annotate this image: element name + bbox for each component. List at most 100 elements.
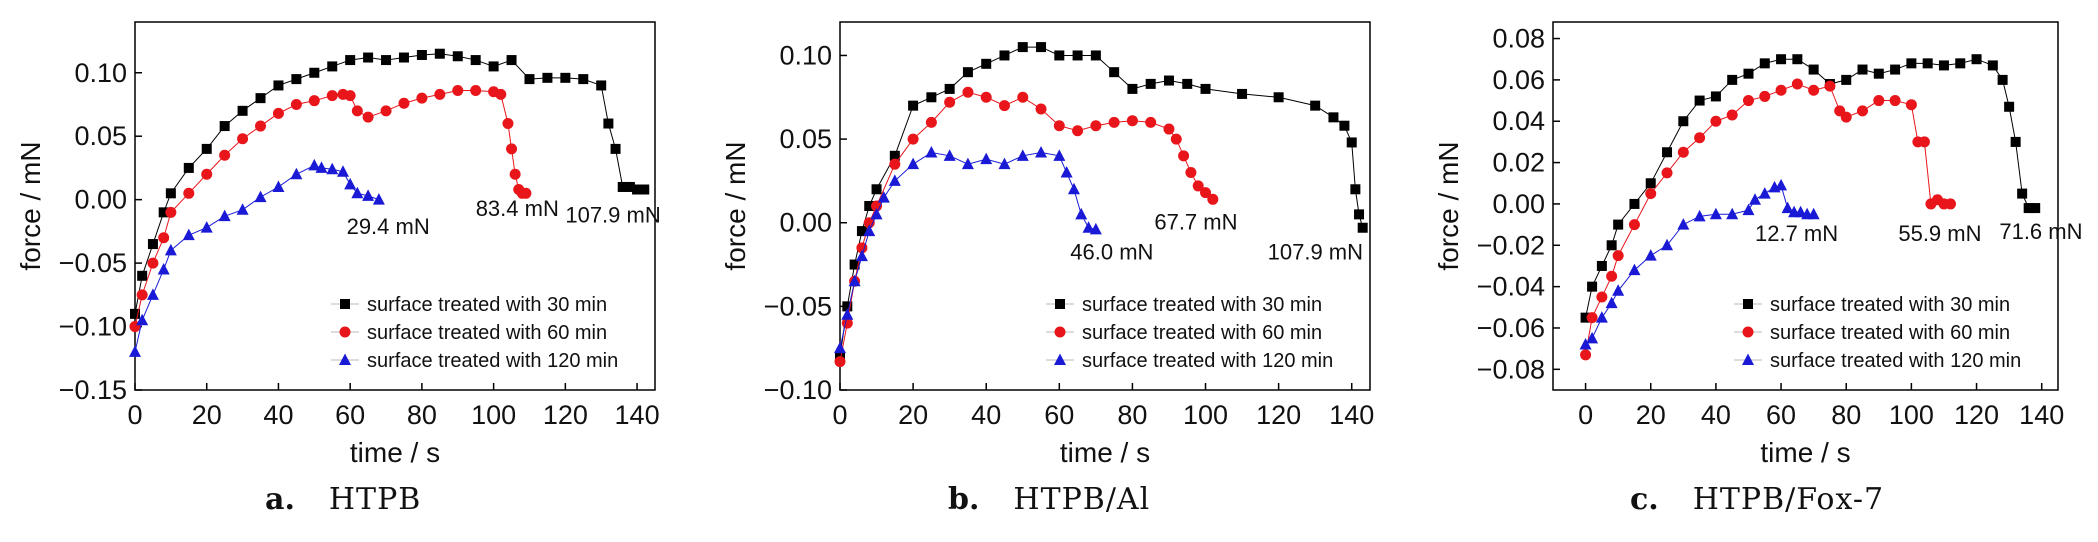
data-point <box>1108 116 1120 128</box>
data-point <box>596 80 607 91</box>
data-point <box>344 90 356 102</box>
data-point <box>1628 263 1641 276</box>
y-tick-label: −0.02 <box>1477 230 1545 260</box>
series-line <box>134 90 526 327</box>
annotation-label: 107.9 mN <box>1268 240 1363 265</box>
data-point <box>1694 132 1706 144</box>
data-point <box>470 85 482 97</box>
data-point <box>1127 83 1138 94</box>
series-square <box>130 48 650 319</box>
x-tick-label: 0 <box>127 400 142 430</box>
data-point <box>273 80 284 91</box>
legend-entry: surface treated with 60 min <box>1734 322 2010 344</box>
data-point <box>1035 103 1047 115</box>
data-point <box>157 262 170 275</box>
y-tick-label: −0.10 <box>764 375 832 405</box>
data-point <box>980 91 992 103</box>
data-point <box>1997 74 2008 85</box>
data-point <box>617 181 628 192</box>
series-line <box>839 151 1096 349</box>
x-tick-label: 100 <box>471 400 516 430</box>
data-point <box>1677 146 1689 158</box>
data-point <box>1662 147 1673 158</box>
data-point <box>855 249 868 262</box>
data-point <box>1016 149 1029 161</box>
data-point <box>1579 338 1592 350</box>
data-point <box>1873 68 1884 79</box>
y-tick-label: −0.10 <box>59 312 127 342</box>
annotation-label: 55.9 mN <box>1898 221 1981 246</box>
data-point <box>201 168 213 180</box>
data-point <box>998 100 1010 112</box>
data-point <box>1053 149 1066 161</box>
data-point <box>1922 58 1933 69</box>
y-tick-label: 0.00 <box>74 185 127 215</box>
y-tick-label: 0.00 <box>1492 189 1545 219</box>
data-point <box>1595 311 1608 323</box>
data-point <box>1060 166 1073 178</box>
x-tick-label: 100 <box>1183 400 1228 430</box>
data-point <box>372 193 385 205</box>
data-point <box>237 133 249 145</box>
data-point <box>1587 281 1598 292</box>
data-point <box>1200 83 1211 94</box>
data-point <box>1710 115 1722 127</box>
y-tick-label: −0.04 <box>1477 272 1545 302</box>
annotation-label: 12.7 mN <box>1755 221 1838 246</box>
data-point <box>1629 198 1640 209</box>
data-point <box>452 51 463 62</box>
data-point <box>291 74 302 85</box>
data-point <box>362 189 375 201</box>
legend-marker <box>1054 326 1066 338</box>
data-point <box>1580 349 1592 361</box>
data-point <box>578 74 589 85</box>
data-point <box>158 232 170 244</box>
data-point <box>398 97 410 109</box>
data-point <box>907 133 919 145</box>
data-point <box>1090 50 1101 61</box>
y-axis-label: force / mN <box>15 141 46 270</box>
y-tick-label: −0.05 <box>764 291 832 321</box>
x-tick-label: 40 <box>971 400 1001 430</box>
data-point <box>944 83 955 94</box>
data-point <box>1089 222 1102 235</box>
data-point <box>834 356 846 368</box>
y-tick-label: 0.04 <box>1492 106 1545 136</box>
caption-b-text: HTPB/Al <box>1013 482 1151 517</box>
data-point <box>1781 201 1794 214</box>
caption-c-text: HTPB/Fox-7 <box>1692 482 1885 517</box>
legend-entry: surface treated with 60 min <box>331 322 607 344</box>
data-point <box>308 95 320 107</box>
legend-entry: surface treated with 120 min <box>1046 350 1333 372</box>
data-point <box>254 190 267 203</box>
data-point <box>434 88 446 100</box>
data-point <box>925 145 938 158</box>
data-point <box>1678 116 1689 127</box>
series-triangle <box>834 145 1102 354</box>
data-point <box>856 226 867 237</box>
caption-c: c. HTPB/Fox-7 <box>1630 482 1884 522</box>
data-point <box>218 209 231 222</box>
data-point <box>1775 84 1787 96</box>
data-point <box>520 187 532 199</box>
data-point <box>1905 99 1917 111</box>
x-tick-label: 40 <box>263 400 293 430</box>
data-point <box>1613 219 1624 230</box>
data-point <box>344 177 357 190</box>
data-point <box>1054 50 1065 61</box>
data-point <box>219 121 230 132</box>
legend-label: surface treated with 60 min <box>367 322 607 344</box>
y-tick-label: −0.06 <box>1477 313 1545 343</box>
data-point <box>908 100 919 111</box>
y-tick-label: 0.05 <box>74 121 127 151</box>
data-point <box>201 143 212 154</box>
series-triangle <box>1579 178 1820 350</box>
data-point <box>136 289 148 301</box>
data-point <box>1840 111 1852 123</box>
data-point <box>848 274 861 287</box>
data-point <box>1067 182 1080 195</box>
data-point <box>1824 80 1836 92</box>
data-point <box>337 165 349 177</box>
data-point <box>603 118 614 129</box>
data-point <box>1775 178 1788 191</box>
